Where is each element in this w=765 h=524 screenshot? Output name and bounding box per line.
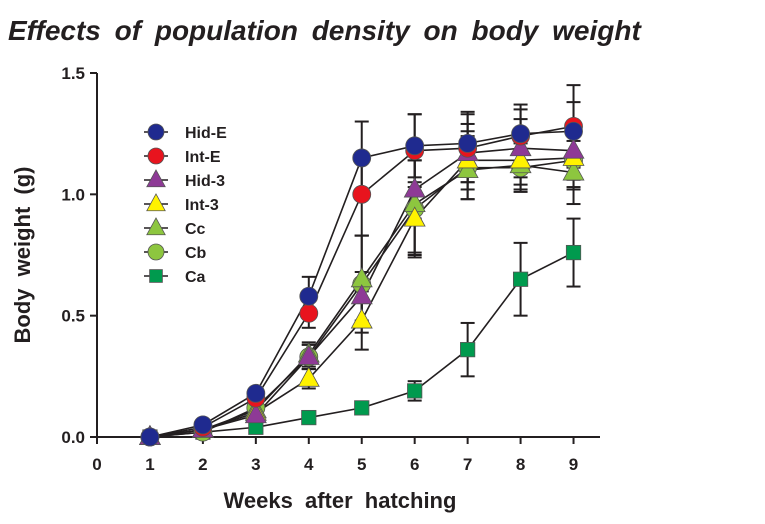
data-point-hid-3 (244, 402, 267, 424)
data-point-int-3 (403, 206, 426, 227)
data-point-hid-e (511, 124, 530, 144)
data-point-hid-3 (403, 177, 426, 198)
x-tick-label: 0 (92, 455, 101, 474)
legend-item-hid-3: Hid-3 (144, 169, 225, 190)
y-tick-label: 0.0 (61, 428, 85, 447)
data-point-ca (512, 271, 529, 287)
data-point-ca (354, 400, 370, 416)
data-point-hid-3 (562, 138, 585, 159)
y-ticks: 0.0 0.5 1.0 1.5 (61, 64, 97, 447)
legend-marker-cb (147, 243, 165, 261)
legend-item-int-e: Int-E (144, 147, 221, 166)
legend-label: Int-3 (185, 197, 219, 214)
legend-item-cb: Cb (144, 243, 207, 262)
data-point-ca (301, 409, 317, 426)
legend-label: Hid-3 (185, 173, 225, 190)
legend-marker-hid-e (147, 123, 165, 141)
x-tick-label: 5 (357, 455, 366, 474)
legend-label: Hid-E (185, 125, 227, 142)
legend-marker-int-3 (146, 193, 166, 212)
x-tick-label: 3 (251, 455, 260, 474)
x-tick-label: 6 (410, 455, 419, 474)
data-point-hid-e (352, 148, 372, 168)
legend-marker-hid-3 (146, 169, 166, 188)
x-tick-label: 2 (198, 455, 207, 474)
data-point-hid-3 (509, 136, 532, 157)
legend-marker-cc (146, 217, 166, 236)
legend-item-hid-e: Hid-E (144, 123, 227, 142)
legend-item-cc: Cc (144, 217, 206, 238)
data-point-cc (350, 267, 373, 288)
x-tick-label: 1 (145, 455, 154, 474)
legend: Hid-E Int-E Hid-3 Int-3 Cc Cb Ca (144, 123, 227, 286)
legend-item-int-3: Int-3 (144, 193, 219, 214)
data-point-int-e (299, 303, 319, 323)
data-point-hid-e (564, 121, 583, 141)
data-point-int-3 (350, 308, 373, 329)
legend-label: Int-E (185, 149, 221, 166)
x-axis-label: Weeks after hatching (224, 488, 457, 513)
legend-label: Ca (185, 269, 206, 286)
data-point-hid-e (405, 136, 425, 156)
data-point-hid-e (193, 415, 213, 435)
data-point-hid-e (299, 286, 319, 306)
y-tick-label: 1.5 (61, 64, 85, 83)
y-tick-label: 1.0 (61, 185, 85, 204)
data-point-ca (460, 342, 476, 358)
axes (96, 73, 600, 438)
x-tick-label: 4 (304, 455, 314, 474)
data-point-int-3 (509, 148, 532, 169)
legend-item-ca: Ca (144, 269, 206, 286)
data-point-hid-e (458, 133, 478, 153)
legend-marker-int-e (147, 147, 165, 165)
legend-marker-ca (149, 269, 163, 283)
data-point-hid-3 (297, 344, 320, 365)
data-point-ca (407, 383, 423, 399)
data-point-hid-e (140, 427, 160, 447)
data-markers (138, 116, 585, 447)
data-point-ca (565, 244, 582, 261)
legend-label: Cb (185, 245, 207, 262)
data-point-int-3 (297, 366, 320, 387)
y-axis-label: Body weight (g) (10, 167, 35, 344)
x-ticks: 0 1 2 3 4 5 6 7 8 9 (92, 437, 578, 474)
data-point-hid-3 (350, 284, 373, 305)
data-point-hid-e (246, 383, 266, 403)
x-tick-label: 9 (569, 455, 578, 474)
data-point-cc (562, 160, 585, 181)
x-tick-label: 7 (463, 455, 472, 474)
data-point-int-e (352, 184, 372, 204)
x-tick-label: 8 (516, 455, 525, 474)
legend-label: Cc (185, 221, 206, 238)
y-tick-label: 0.5 (61, 307, 85, 326)
chart-title: Effects of population density on body we… (8, 15, 642, 46)
